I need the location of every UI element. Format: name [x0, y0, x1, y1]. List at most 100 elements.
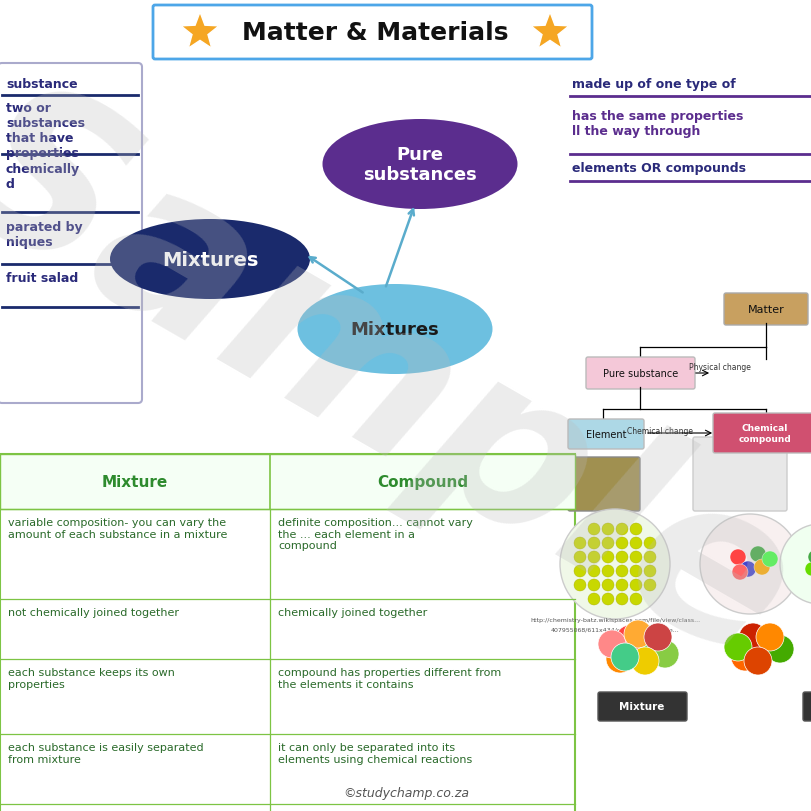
Circle shape	[601, 551, 613, 564]
Circle shape	[601, 565, 613, 577]
Text: Mixture: Mixture	[619, 702, 664, 711]
Ellipse shape	[109, 220, 310, 299]
Text: two or
substances
that have
properties: two or substances that have properties	[6, 102, 85, 160]
Circle shape	[750, 630, 778, 659]
Circle shape	[623, 620, 651, 648]
Polygon shape	[530, 13, 569, 49]
Circle shape	[587, 551, 599, 564]
Text: definite composition... cannot vary
the ... each element in a
compound: definite composition... cannot vary the …	[277, 517, 472, 551]
Circle shape	[629, 579, 642, 591]
Circle shape	[630, 647, 659, 676]
FancyBboxPatch shape	[802, 692, 811, 721]
Circle shape	[601, 579, 613, 591]
FancyBboxPatch shape	[692, 437, 786, 512]
Circle shape	[643, 538, 655, 549]
Circle shape	[587, 579, 599, 591]
Circle shape	[616, 538, 627, 549]
Circle shape	[616, 565, 627, 577]
FancyBboxPatch shape	[597, 692, 686, 721]
FancyBboxPatch shape	[723, 294, 807, 325]
Circle shape	[616, 551, 627, 564]
Circle shape	[601, 538, 613, 549]
FancyBboxPatch shape	[152, 6, 591, 60]
Circle shape	[743, 647, 771, 676]
Circle shape	[587, 523, 599, 535]
Circle shape	[729, 549, 745, 565]
Circle shape	[560, 509, 669, 620]
Circle shape	[601, 523, 613, 535]
FancyBboxPatch shape	[586, 358, 694, 389]
Text: Mixtures: Mixtures	[161, 250, 258, 269]
Circle shape	[627, 635, 655, 663]
Bar	[0, 454, 574, 509]
Text: Physical change: Physical change	[689, 363, 750, 372]
Text: each substance is easily separated
from mixture: each substance is easily separated from …	[8, 742, 204, 764]
Text: Mixtures: Mixtures	[350, 320, 439, 338]
Circle shape	[573, 579, 586, 591]
Circle shape	[643, 579, 655, 591]
Circle shape	[616, 579, 627, 591]
Circle shape	[601, 594, 613, 605]
Text: Sample: Sample	[0, 57, 811, 706]
Text: substance: substance	[6, 78, 78, 91]
Text: fruit salad: fruit salad	[6, 272, 78, 285]
FancyBboxPatch shape	[0, 64, 142, 404]
Circle shape	[723, 633, 751, 661]
Text: made up of one type of: made up of one type of	[571, 78, 735, 91]
Circle shape	[765, 635, 793, 663]
FancyBboxPatch shape	[712, 414, 811, 453]
Text: chemically
d: chemically d	[6, 163, 80, 191]
Circle shape	[587, 538, 599, 549]
Circle shape	[629, 523, 642, 535]
FancyBboxPatch shape	[568, 419, 643, 449]
Text: Matter & Materials: Matter & Materials	[242, 21, 508, 45]
Circle shape	[629, 538, 642, 549]
Circle shape	[807, 551, 811, 564]
Circle shape	[610, 643, 638, 672]
Polygon shape	[181, 13, 219, 49]
Text: it can only be separated into its
elements using chemical reactions: it can only be separated into its elemen…	[277, 742, 472, 764]
Text: variable composition- you can vary the
amount of each substance in a mixture: variable composition- you can vary the a…	[8, 517, 227, 539]
Text: chemically joined together: chemically joined together	[277, 607, 427, 617]
Text: has the same properties
ll the way through: has the same properties ll the way throu…	[571, 109, 742, 138]
Text: each substance keeps its own
properties: each substance keeps its own properties	[8, 667, 174, 689]
Text: Matter: Matter	[747, 305, 783, 315]
Text: Chemical
compound: Chemical compound	[738, 424, 791, 443]
Circle shape	[629, 551, 642, 564]
Circle shape	[605, 646, 633, 673]
Circle shape	[640, 633, 668, 661]
Text: http://chemistry-batz.wikispaces.com/file/view/class...: http://chemistry-batz.wikispaces.com/fil…	[530, 617, 699, 622]
Text: 407955068/611x434/classify%20matte...: 407955068/611x434/classify%20matte...	[550, 627, 679, 633]
Circle shape	[731, 564, 747, 581]
Circle shape	[699, 514, 799, 614]
Circle shape	[730, 643, 758, 672]
Circle shape	[587, 565, 599, 577]
Text: Chemical change: Chemical change	[626, 427, 692, 436]
Text: compound has properties different from
the elements it contains: compound has properties different from t…	[277, 667, 500, 689]
Circle shape	[804, 562, 811, 577]
Circle shape	[738, 623, 766, 651]
Text: Compound: Compound	[376, 474, 467, 489]
Circle shape	[643, 565, 655, 577]
Text: elements OR compounds: elements OR compounds	[571, 162, 745, 175]
FancyBboxPatch shape	[568, 457, 639, 512]
Ellipse shape	[322, 120, 517, 210]
Text: ©studychamp.co.za: ©studychamp.co.za	[342, 786, 469, 799]
Circle shape	[779, 525, 811, 604]
Circle shape	[749, 547, 765, 562]
Circle shape	[597, 630, 625, 659]
Text: Element: Element	[585, 430, 625, 440]
Circle shape	[643, 623, 672, 651]
Circle shape	[587, 594, 599, 605]
Circle shape	[573, 565, 586, 577]
Text: parated by
niques: parated by niques	[6, 221, 83, 249]
Text: Pure substance: Pure substance	[602, 368, 677, 379]
Circle shape	[650, 640, 678, 668]
Text: Mixture: Mixture	[101, 474, 168, 489]
Text: Pure
substances: Pure substances	[363, 145, 476, 184]
Circle shape	[755, 623, 783, 651]
Bar	[0, 454, 574, 811]
Circle shape	[753, 560, 769, 575]
Circle shape	[616, 625, 643, 653]
Circle shape	[739, 561, 755, 577]
